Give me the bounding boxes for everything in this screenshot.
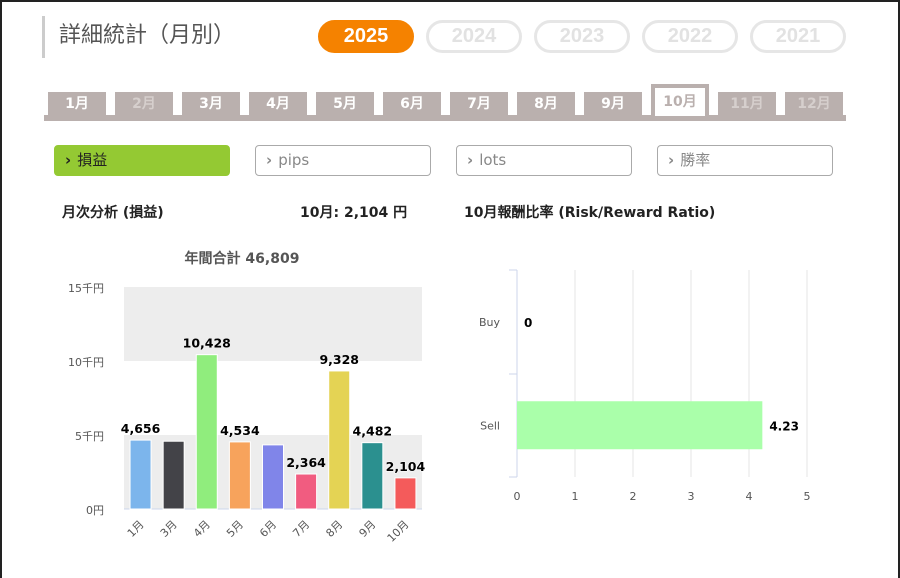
y-tick-label: 10千円	[68, 356, 104, 369]
tab-month-1[interactable]: 1月	[48, 92, 106, 116]
x-tick-label: 9月	[357, 518, 379, 540]
monthly-heading: 月次分析 (損益)	[62, 205, 164, 221]
data-label: 0	[524, 316, 532, 330]
bar-4月	[195, 354, 218, 510]
rr-bar-chart: 0 1 2 3 4 5 Buy 0 Sell 4.23	[479, 269, 811, 503]
data-label: 9,328	[319, 352, 359, 367]
bar-6月	[262, 444, 284, 510]
data-label: 10,428	[183, 336, 231, 351]
year-2023[interactable]: 2023	[534, 20, 630, 53]
year-2022[interactable]: 2022	[642, 20, 738, 53]
x-tick-label: 5月	[224, 518, 246, 540]
metric-label: 勝率	[680, 151, 711, 169]
bar-8月	[328, 370, 351, 510]
y-tick-label: 0円	[86, 504, 104, 517]
data-label: 2,104	[386, 459, 426, 474]
tab-month-4[interactable]: 4月	[249, 92, 307, 116]
monthly-bar-chart: 年間合計 46,809 0円 5千円 10千円 15千円 4,656 1月 3月 10,428 4…	[68, 250, 426, 545]
chevron-right-icon: ›	[668, 151, 675, 169]
year-2025[interactable]: 2025	[318, 20, 414, 53]
chevron-right-icon: ›	[65, 151, 72, 169]
metric-button-2[interactable]: › lots	[456, 145, 632, 176]
tab-month-6[interactable]: 6月	[383, 92, 441, 116]
x-tick-label: 2	[630, 490, 637, 503]
x-tick-label: 10月	[385, 518, 412, 545]
data-label: 4.23	[769, 419, 799, 433]
tab-month-3[interactable]: 3月	[182, 92, 240, 116]
y-tick-label: 15千円	[68, 282, 104, 295]
tab-month-9[interactable]: 9月	[584, 92, 642, 116]
metric-label: 損益	[77, 151, 108, 169]
tab-month-2[interactable]: 2月	[115, 92, 173, 116]
x-tick-label: 5	[804, 490, 811, 503]
tab-month-7[interactable]: 7月	[450, 92, 508, 116]
rr-heading: 10月報酬比率 (Risk/Reward Ratio)	[464, 205, 716, 221]
chart-title: 年間合計 46,809	[185, 250, 300, 267]
x-tick-label: 3月	[158, 518, 180, 540]
year-selector: 2025 2024 2023 2022 2021	[318, 20, 846, 53]
y-tick-label: 5千円	[75, 430, 104, 443]
bar-3月	[162, 440, 185, 510]
bar-5月	[228, 441, 251, 510]
y-tick-label: Buy	[479, 316, 501, 329]
x-tick-label: 6月	[257, 518, 279, 540]
x-tick-label: 3	[688, 490, 695, 503]
x-tick-label: 4月	[191, 518, 213, 540]
x-tick-label: 1月	[125, 518, 147, 540]
x-tick-label: 4	[746, 490, 753, 503]
bar-10月	[394, 477, 417, 510]
data-label: 2,364	[286, 455, 326, 470]
year-2021[interactable]: 2021	[750, 20, 846, 53]
chevron-right-icon: ›	[467, 151, 474, 169]
x-tick-label: 7月	[290, 518, 312, 540]
bar-Sell	[517, 401, 763, 450]
metric-label: pips	[278, 151, 310, 169]
tab-month-11[interactable]: 11月	[718, 92, 776, 116]
current-month-value: 10月: 2,104 円	[300, 205, 408, 221]
data-label: 4,482	[353, 424, 393, 439]
metric-button-3[interactable]: › 勝率	[657, 145, 833, 176]
page-title: 詳細統計（月別）	[42, 16, 235, 58]
grid-band	[124, 287, 422, 361]
tab-month-5[interactable]: 5月	[316, 92, 374, 116]
tab-month-12[interactable]: 12月	[785, 92, 843, 116]
x-tick-label: 0	[514, 490, 521, 503]
tab-month-8[interactable]: 8月	[517, 92, 575, 116]
data-label: 4,534	[220, 423, 260, 438]
year-2024[interactable]: 2024	[426, 20, 522, 53]
chevron-right-icon: ›	[266, 151, 273, 169]
metric-label: lots	[479, 151, 507, 169]
x-tick-label: 1	[572, 490, 579, 503]
y-tick-label: Sell	[480, 419, 500, 432]
tab-month-10[interactable]: 10月	[651, 84, 709, 116]
x-tick-label: 8月	[323, 518, 345, 540]
month-tabs: 1月 2月 3月 4月 5月 6月 7月 8月 9月 10月 11月 12月	[44, 84, 846, 121]
data-label: 4,656	[121, 421, 161, 436]
metric-button-0[interactable]: › 損益	[54, 145, 230, 176]
bar-9月	[361, 442, 384, 510]
bar-1月	[129, 439, 152, 510]
metric-button-1[interactable]: › pips	[255, 145, 431, 176]
bar-7月	[295, 473, 318, 510]
